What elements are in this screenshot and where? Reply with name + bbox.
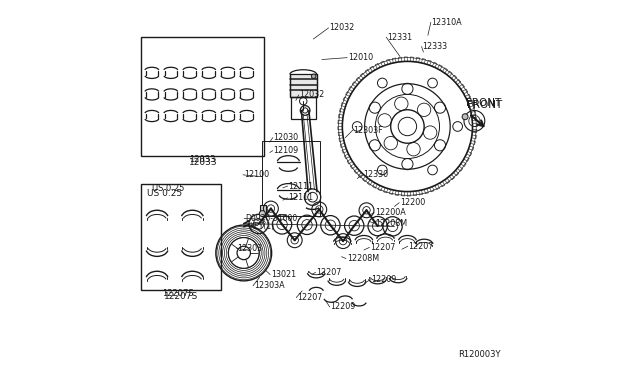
Circle shape (462, 114, 468, 120)
Text: 12200: 12200 (400, 198, 425, 207)
Text: 12331: 12331 (387, 33, 412, 42)
Bar (290, 74, 317, 97)
Text: 12208M: 12208M (375, 219, 407, 228)
Bar (262, 141, 320, 216)
Text: 12207: 12207 (316, 268, 342, 277)
Text: FRONT: FRONT (466, 99, 502, 108)
Text: US 0.25: US 0.25 (152, 185, 184, 193)
Bar (141, 184, 221, 290)
Text: KEY(1): KEY(1) (250, 222, 275, 231)
Circle shape (259, 211, 266, 217)
Text: 12208M: 12208M (347, 254, 379, 263)
Text: 12030: 12030 (273, 133, 299, 142)
Text: R120003Y: R120003Y (458, 350, 501, 359)
Bar (260, 205, 266, 213)
Text: 12010: 12010 (348, 53, 373, 62)
Text: 12111: 12111 (289, 182, 314, 190)
Text: 12033: 12033 (189, 158, 217, 167)
Text: 12200A: 12200A (375, 208, 406, 217)
Text: 12207: 12207 (297, 293, 323, 302)
Text: 12207S: 12207S (162, 289, 194, 298)
Text: 12330: 12330 (363, 170, 388, 179)
Bar (141, 37, 264, 156)
Text: 12207: 12207 (370, 243, 396, 252)
Text: 12111: 12111 (289, 193, 314, 202)
Text: 12209: 12209 (330, 302, 356, 311)
Text: 12100: 12100 (244, 170, 269, 179)
Text: 12207S: 12207S (164, 292, 198, 301)
Text: 12033: 12033 (189, 155, 216, 164)
Text: US 0.25: US 0.25 (147, 189, 182, 198)
Text: 12032: 12032 (300, 90, 324, 99)
Text: 12032: 12032 (330, 23, 355, 32)
Circle shape (312, 74, 316, 78)
Text: 12209: 12209 (371, 275, 397, 284)
Text: 12310A: 12310A (431, 18, 462, 27)
Bar (291, 97, 316, 119)
Text: 12333: 12333 (422, 42, 447, 51)
Text: 12109: 12109 (273, 146, 299, 155)
Text: 13021: 13021 (271, 270, 296, 279)
Text: 12303A: 12303A (254, 281, 284, 290)
Text: 12303F: 12303F (353, 126, 383, 135)
Text: 12303: 12303 (237, 244, 262, 253)
Text: D0926-51600: D0926-51600 (245, 214, 297, 223)
Text: FRONT: FRONT (467, 100, 502, 110)
Text: 12207: 12207 (408, 242, 434, 251)
